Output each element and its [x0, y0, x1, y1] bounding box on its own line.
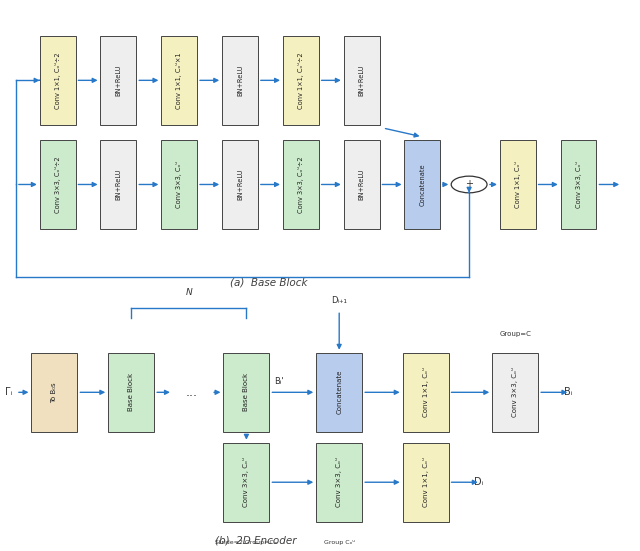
Text: ...: ...: [186, 386, 198, 399]
Text: Conv 1×1, Cₒᵘ÷2: Conv 1×1, Cₒᵘ÷2: [298, 52, 304, 109]
Text: BN+ReLU: BN+ReLU: [358, 64, 365, 96]
FancyBboxPatch shape: [344, 36, 380, 125]
Text: BN+ReLU: BN+ReLU: [115, 169, 122, 200]
FancyBboxPatch shape: [283, 36, 319, 125]
FancyBboxPatch shape: [100, 36, 136, 125]
Text: Stride=2 Group=Cᵢₙ: Stride=2 Group=Cᵢₙ: [215, 541, 278, 545]
Text: (a)  Base Block: (a) Base Block: [230, 278, 308, 288]
FancyBboxPatch shape: [316, 442, 362, 522]
Text: Dᵢ: Dᵢ: [474, 477, 484, 487]
FancyBboxPatch shape: [40, 36, 76, 125]
FancyBboxPatch shape: [561, 140, 596, 229]
Text: Conv 1×1, Cₒᵘ: Conv 1×1, Cₒᵘ: [422, 368, 429, 417]
Text: Conv 3×3, Cₒᵘ÷2: Conv 3×3, Cₒᵘ÷2: [54, 156, 61, 213]
Text: Group Cₒᵘ: Group Cₒᵘ: [324, 541, 355, 545]
Text: Conv 1×1, Cₒᵘ: Conv 1×1, Cₒᵘ: [515, 161, 521, 208]
Text: N: N: [186, 288, 192, 297]
Text: Bᵢ': Bᵢ': [275, 377, 284, 386]
Text: Base Block: Base Block: [243, 373, 250, 412]
FancyBboxPatch shape: [223, 353, 269, 432]
FancyBboxPatch shape: [161, 140, 197, 229]
Text: Bᵢ: Bᵢ: [564, 387, 572, 397]
Text: +: +: [465, 180, 473, 190]
Text: Group=C: Group=C: [499, 331, 531, 337]
Text: Conv 3×3, Cₒᵘ: Conv 3×3, Cₒᵘ: [336, 457, 342, 507]
Text: Conv 1×1, Cₒᵘ: Conv 1×1, Cₒᵘ: [422, 457, 429, 507]
FancyBboxPatch shape: [100, 140, 136, 229]
Text: Concatenate: Concatenate: [419, 163, 426, 206]
Text: BN+ReLU: BN+ReLU: [115, 64, 122, 96]
Text: Γᵢ: Γᵢ: [5, 387, 13, 397]
Text: BN+ReLU: BN+ReLU: [237, 169, 243, 200]
Text: Conv 3×3, Cₒᵘ÷2: Conv 3×3, Cₒᵘ÷2: [298, 156, 304, 213]
Text: Conv 3×3, Cₒᵘ: Conv 3×3, Cₒᵘ: [243, 457, 250, 507]
Text: Conv 1×1, Cₒᵘ×1: Conv 1×1, Cₒᵘ×1: [176, 52, 182, 109]
FancyBboxPatch shape: [40, 140, 76, 229]
FancyBboxPatch shape: [31, 353, 77, 432]
FancyBboxPatch shape: [492, 353, 538, 432]
FancyBboxPatch shape: [222, 36, 258, 125]
FancyBboxPatch shape: [403, 353, 449, 432]
Text: Conv 3×3, Cₒᵘ: Conv 3×3, Cₒᵘ: [512, 368, 518, 417]
Text: Concatenate: Concatenate: [336, 370, 342, 414]
Text: Dᵢ₊₁: Dᵢ₊₁: [332, 296, 347, 305]
Text: BN+ReLU: BN+ReLU: [358, 169, 365, 200]
Text: BN+ReLU: BN+ReLU: [237, 64, 243, 96]
Text: Conv 3×3, Cₒᵘ: Conv 3×3, Cₒᵘ: [176, 161, 182, 208]
FancyBboxPatch shape: [404, 140, 440, 229]
Text: (b)  2D Encoder: (b) 2D Encoder: [215, 536, 297, 545]
FancyBboxPatch shape: [223, 442, 269, 522]
FancyBboxPatch shape: [316, 353, 362, 432]
FancyBboxPatch shape: [283, 140, 319, 229]
FancyBboxPatch shape: [222, 140, 258, 229]
FancyBboxPatch shape: [161, 36, 197, 125]
Text: To B₀s: To B₀s: [51, 382, 58, 403]
FancyBboxPatch shape: [344, 140, 380, 229]
FancyBboxPatch shape: [403, 442, 449, 522]
Text: Conv 1×1, Cₒᵘ÷2: Conv 1×1, Cₒᵘ÷2: [54, 52, 61, 109]
FancyBboxPatch shape: [500, 140, 536, 229]
Text: Base Block: Base Block: [128, 373, 134, 412]
Text: Conv 3×3, Cₒᵘ: Conv 3×3, Cₒᵘ: [575, 161, 582, 208]
FancyBboxPatch shape: [108, 353, 154, 432]
